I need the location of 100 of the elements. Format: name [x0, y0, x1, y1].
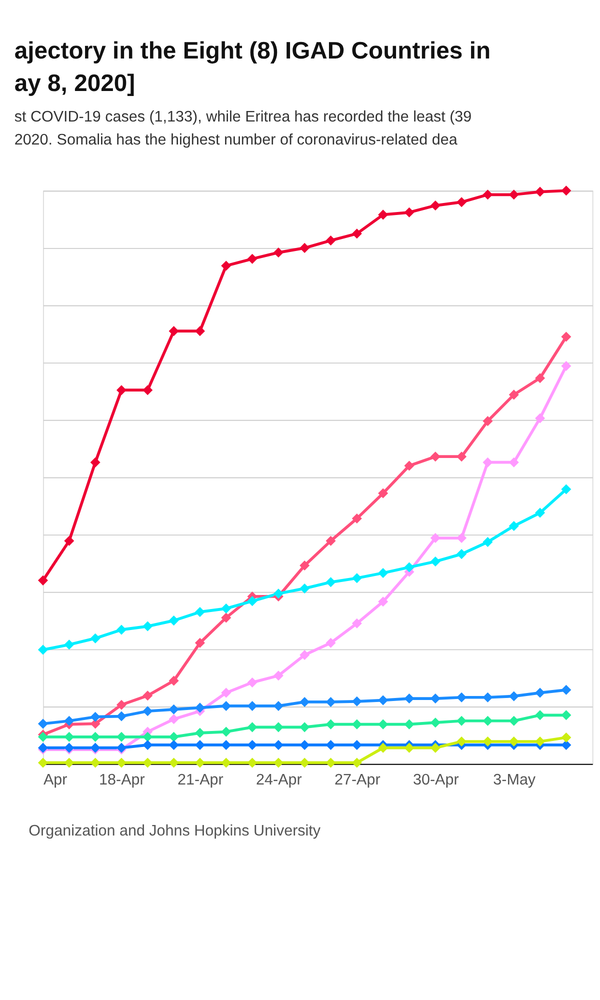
point — [430, 694, 440, 704]
point — [273, 248, 284, 258]
point — [116, 624, 126, 635]
point — [38, 644, 48, 655]
point — [221, 604, 232, 614]
point — [142, 621, 153, 632]
point — [38, 718, 48, 729]
point — [404, 694, 414, 704]
point — [404, 562, 414, 572]
point — [535, 508, 546, 518]
point — [116, 385, 126, 396]
point — [404, 742, 414, 753]
point — [247, 722, 258, 732]
point — [221, 726, 232, 737]
x-tick-label: 3-May — [493, 771, 536, 788]
point — [273, 758, 284, 768]
point — [273, 700, 284, 711]
point — [456, 549, 467, 560]
point — [561, 332, 572, 342]
point — [64, 758, 74, 768]
point — [142, 706, 153, 716]
point — [535, 186, 546, 197]
point — [352, 618, 362, 628]
point — [142, 758, 153, 768]
point — [561, 186, 572, 196]
point — [456, 716, 467, 726]
point — [378, 742, 388, 753]
point — [38, 758, 48, 768]
point — [116, 758, 126, 768]
point — [300, 696, 310, 707]
point — [326, 577, 336, 588]
point — [535, 688, 546, 698]
point — [561, 732, 572, 743]
point — [378, 719, 388, 730]
point — [508, 520, 519, 531]
point — [404, 719, 414, 730]
point — [326, 536, 336, 546]
point — [168, 732, 179, 742]
point — [142, 690, 153, 701]
point — [378, 488, 388, 498]
point — [378, 210, 388, 220]
point — [300, 583, 310, 594]
point — [508, 190, 519, 200]
point — [273, 670, 284, 681]
point — [221, 700, 232, 711]
point — [352, 740, 362, 750]
point — [194, 326, 205, 336]
point — [142, 740, 153, 750]
point — [64, 716, 74, 726]
point — [561, 710, 572, 720]
point — [430, 452, 440, 462]
point — [404, 207, 414, 218]
point — [561, 740, 572, 750]
point — [430, 533, 440, 544]
point — [194, 728, 205, 738]
point — [273, 722, 284, 732]
point — [168, 616, 179, 626]
point — [194, 702, 205, 713]
x-tick-label: 18-Apr — [99, 771, 145, 788]
point — [221, 740, 232, 750]
point — [326, 696, 336, 707]
point — [194, 740, 205, 750]
point — [508, 457, 519, 468]
point — [300, 650, 310, 660]
point — [247, 596, 258, 606]
point — [378, 568, 388, 578]
point — [378, 596, 388, 607]
point — [300, 758, 310, 768]
point — [482, 190, 493, 200]
point — [482, 736, 493, 747]
point — [352, 758, 362, 768]
point — [482, 716, 493, 726]
point — [90, 758, 100, 768]
x-tick-label: 27-Apr — [334, 771, 380, 788]
text: ay 8, 2020] — [14, 70, 136, 98]
point — [221, 612, 232, 623]
point — [116, 732, 126, 742]
point — [168, 326, 179, 336]
x-tick-label: 24-Apr — [256, 771, 302, 788]
point — [508, 736, 519, 747]
point — [482, 537, 493, 548]
point — [194, 606, 205, 617]
point — [535, 710, 546, 720]
point — [90, 712, 100, 722]
point — [535, 373, 546, 384]
point — [352, 573, 362, 584]
point — [326, 740, 336, 750]
x-tick-label: 30-Apr — [412, 771, 459, 788]
point — [535, 413, 546, 424]
point — [378, 695, 388, 706]
point — [561, 684, 572, 695]
point — [430, 556, 440, 567]
point — [561, 361, 572, 372]
point — [456, 452, 467, 462]
point — [194, 638, 205, 648]
point — [508, 691, 519, 702]
point — [352, 228, 362, 239]
point — [168, 704, 179, 714]
point — [326, 638, 336, 648]
point — [273, 740, 284, 750]
